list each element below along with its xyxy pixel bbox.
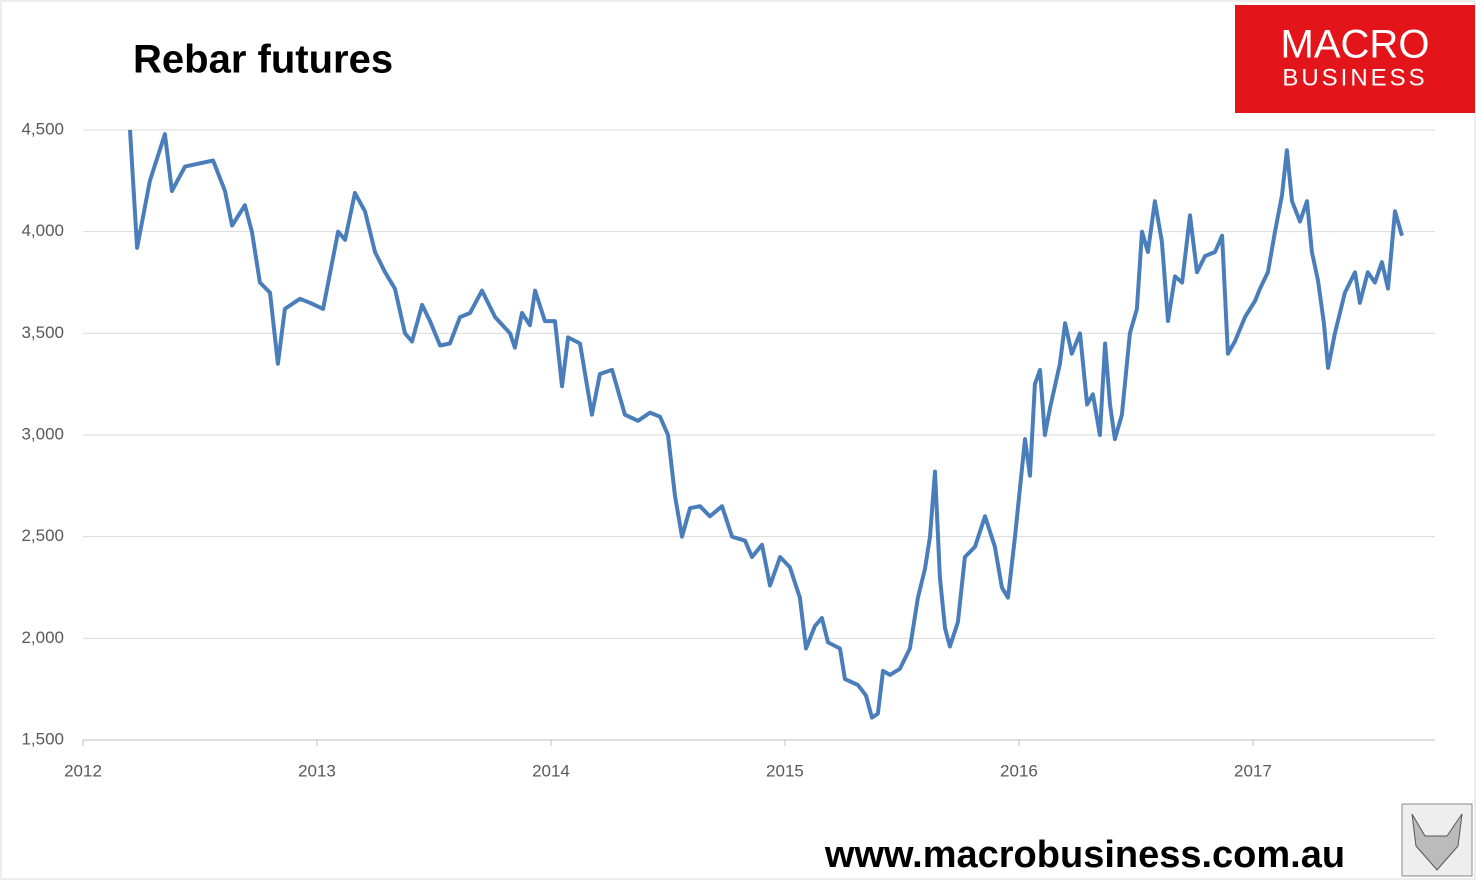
source: www.macrobusiness.com.au <box>824 834 1345 876</box>
y-tick-label: 4,000 <box>21 221 64 240</box>
y-tick-label: 1,500 <box>21 729 64 748</box>
chart-title: Rebar futures <box>133 38 393 82</box>
x-tick-label: 2012 <box>64 761 102 780</box>
logo: MACRO BUSINESS <box>1235 5 1475 113</box>
logo-box <box>1235 5 1475 113</box>
logo-text: BUSINESS <box>1282 64 1427 91</box>
y-tick-label: 3,500 <box>21 323 64 342</box>
x-tick-label: 2016 <box>1000 761 1038 780</box>
x-tick-label: 2015 <box>766 761 804 780</box>
x-tick-label: 2013 <box>298 761 336 780</box>
fox-face <box>1411 813 1463 871</box>
y-tick-label: 2,000 <box>21 628 64 647</box>
x-tick-label: 2014 <box>532 761 570 780</box>
price-line <box>128 129 1404 720</box>
fox-icon <box>1401 803 1473 877</box>
logo-text: MACRO <box>1281 23 1430 67</box>
x-tick-label: 2017 <box>1234 761 1272 780</box>
y-tick-label: 3,000 <box>21 424 64 443</box>
y-tick-label: 4,500 <box>21 119 64 138</box>
y-tick-label: 2,500 <box>21 526 64 545</box>
